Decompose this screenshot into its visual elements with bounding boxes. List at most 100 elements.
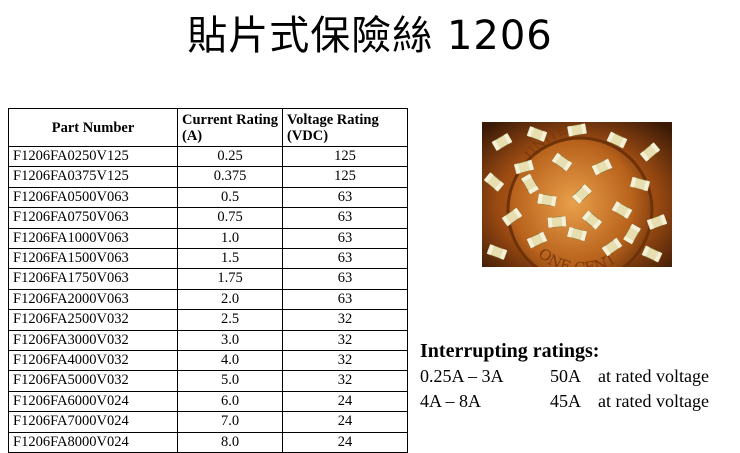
fuse-chip — [567, 123, 587, 137]
fuse-chip — [639, 142, 661, 162]
part-number-cell: F1206FA7000V024 — [8, 411, 178, 433]
current-rating-cell: 1.75 — [177, 268, 283, 290]
fuse-chip — [483, 172, 505, 192]
fuse-parts-table: Part Number Current Rating (A) Voltage R… — [8, 108, 408, 453]
page-title: 貼片式保險絲 1206 — [187, 13, 553, 59]
part-number-cell: F1206FA2500V032 — [8, 309, 178, 331]
fuse-chip — [581, 210, 603, 230]
current-rating-cell: 0.25 — [177, 145, 283, 168]
interrupting-row: 0.25A – 3A 50A at rated voltage — [420, 364, 738, 389]
table-row: F1206FA2000V063 2.0 63 — [8, 288, 408, 311]
fuse-chip — [537, 193, 557, 207]
voltage-rating-cell: 63 — [282, 268, 408, 290]
current-rating-cell: 0.375 — [177, 166, 283, 188]
part-number-cell: F1206FA0500V063 — [8, 186, 178, 209]
fuse-chip — [521, 173, 539, 195]
part-number-cell: F1206FA8000V024 — [8, 431, 178, 453]
current-rating-cell: 1.5 — [177, 248, 283, 270]
voltage-rating-cell: 24 — [282, 411, 408, 433]
current-range: 4A – 8A — [420, 391, 482, 411]
header-voltage-rating: Voltage Rating (VDC) — [282, 108, 408, 147]
fuse-chip — [646, 214, 668, 230]
fuse-chip — [572, 184, 592, 204]
fuse-chip — [591, 158, 613, 176]
current-rating-cell: 4.0 — [177, 350, 283, 372]
part-number-cell: F1206FA3000V032 — [8, 329, 178, 352]
current-rating-cell: 0.5 — [177, 186, 283, 209]
fuse-chip — [611, 201, 633, 219]
part-number-cell: F1206FA0375V125 — [8, 166, 178, 188]
interrupt-amps: 45A — [550, 391, 581, 411]
part-number-cell: F1206FA4000V032 — [8, 350, 178, 372]
voltage-rating-cell: 63 — [282, 186, 408, 209]
voltage-rating-cell: 63 — [282, 207, 408, 229]
voltage-rating-cell: 32 — [282, 329, 408, 352]
voltage-rating-cell: 63 — [282, 227, 408, 250]
header-current-rating: Current Rating (A) — [177, 108, 283, 147]
current-rating-cell: 5.0 — [177, 370, 283, 392]
voltage-rating-cell: 32 — [282, 370, 408, 392]
current-rating-cell: 6.0 — [177, 390, 283, 413]
interrupt-amps: 50A — [550, 366, 581, 386]
fuse-chip — [606, 131, 628, 149]
fuse-chips — [483, 123, 668, 263]
fuse-chip — [491, 133, 513, 151]
fuse-chip — [567, 226, 587, 242]
interrupting-ratings: Interrupting ratings: 0.25A – 3A 50A at ra… — [420, 338, 738, 414]
current-range: 0.25A – 3A — [420, 366, 504, 386]
interrupting-row: 4A – 8A 45A at rated voltage — [420, 389, 738, 414]
table-row: F1206FA0750V063 0.75 63 — [8, 207, 408, 229]
voltage-rating-cell: 32 — [282, 309, 408, 331]
current-rating-cell: 2.5 — [177, 309, 283, 331]
table-row: F1206FA8000V024 8.0 24 — [8, 431, 408, 453]
voltage-rating-cell: 32 — [282, 350, 408, 372]
interrupting-heading: Interrupting ratings: — [420, 340, 600, 362]
fuse-chip — [501, 207, 523, 227]
table-header-row: Part Number Current Rating (A) Voltage R… — [8, 108, 408, 147]
table-row: F1206FA0250V125 0.25 125 — [8, 145, 408, 168]
current-rating-cell: 3.0 — [177, 329, 283, 352]
fuse-chip — [623, 223, 641, 245]
voltage-rating-cell: 63 — [282, 288, 408, 311]
part-number-cell: F1206FA5000V032 — [8, 370, 178, 392]
voltage-note: at rated voltage — [598, 366, 709, 386]
fuse-on-penny-photo: UNITED ONE CENT — [482, 122, 672, 267]
fuse-chip — [526, 126, 548, 142]
part-number-cell: F1206FA2000V063 — [8, 288, 178, 311]
part-number-cell: F1206FA1000V063 — [8, 227, 178, 250]
table-row: F1206FA3000V032 3.0 32 — [8, 329, 408, 352]
part-number-cell: F1206FA0250V125 — [8, 145, 178, 168]
voltage-rating-cell: 63 — [282, 248, 408, 270]
table-body: F1206FA0250V125 0.25 125 F1206FA0375V125 0.3… — [8, 145, 408, 453]
fuse-chip — [526, 231, 548, 249]
table-row: F1206FA7000V024 7.0 24 — [8, 411, 408, 433]
part-number-cell: F1206FA1750V063 — [8, 268, 178, 290]
fuse-chip — [486, 244, 508, 260]
table-row: F1206FA0375V125 0.375 125 — [8, 166, 408, 188]
current-rating-cell: 0.75 — [177, 207, 283, 229]
voltage-note: at rated voltage — [598, 391, 709, 411]
table-row: F1206FA2500V032 2.5 32 — [8, 309, 408, 331]
fuse-chip — [551, 152, 573, 172]
voltage-rating-cell: 125 — [282, 166, 408, 188]
fuse-chip — [514, 159, 534, 175]
header-part-number: Part Number — [8, 108, 178, 147]
fuse-chip — [601, 237, 623, 257]
part-number-cell: F1206FA0750V063 — [8, 207, 178, 229]
voltage-rating-cell: 24 — [282, 431, 408, 453]
table-row: F1206FA0500V063 0.5 63 — [8, 186, 408, 209]
current-rating-cell: 1.0 — [177, 227, 283, 250]
table-row: F1206FA6000V024 6.0 24 — [8, 390, 408, 413]
fuse-chip — [547, 216, 567, 228]
fuse-chip — [641, 245, 663, 263]
fuse-chip — [630, 176, 650, 192]
part-number-cell: F1206FA1500V063 — [8, 248, 178, 270]
table-row: F1206FA1000V063 1.0 63 — [8, 227, 408, 250]
table-row: F1206FA4000V032 4.0 32 — [8, 350, 408, 372]
voltage-rating-cell: 125 — [282, 145, 408, 168]
table-row: F1206FA1500V063 1.5 63 — [8, 248, 408, 270]
current-rating-cell: 8.0 — [177, 431, 283, 453]
voltage-rating-cell: 24 — [282, 390, 408, 413]
current-rating-cell: 2.0 — [177, 288, 283, 311]
part-number-cell: F1206FA6000V024 — [8, 390, 178, 413]
